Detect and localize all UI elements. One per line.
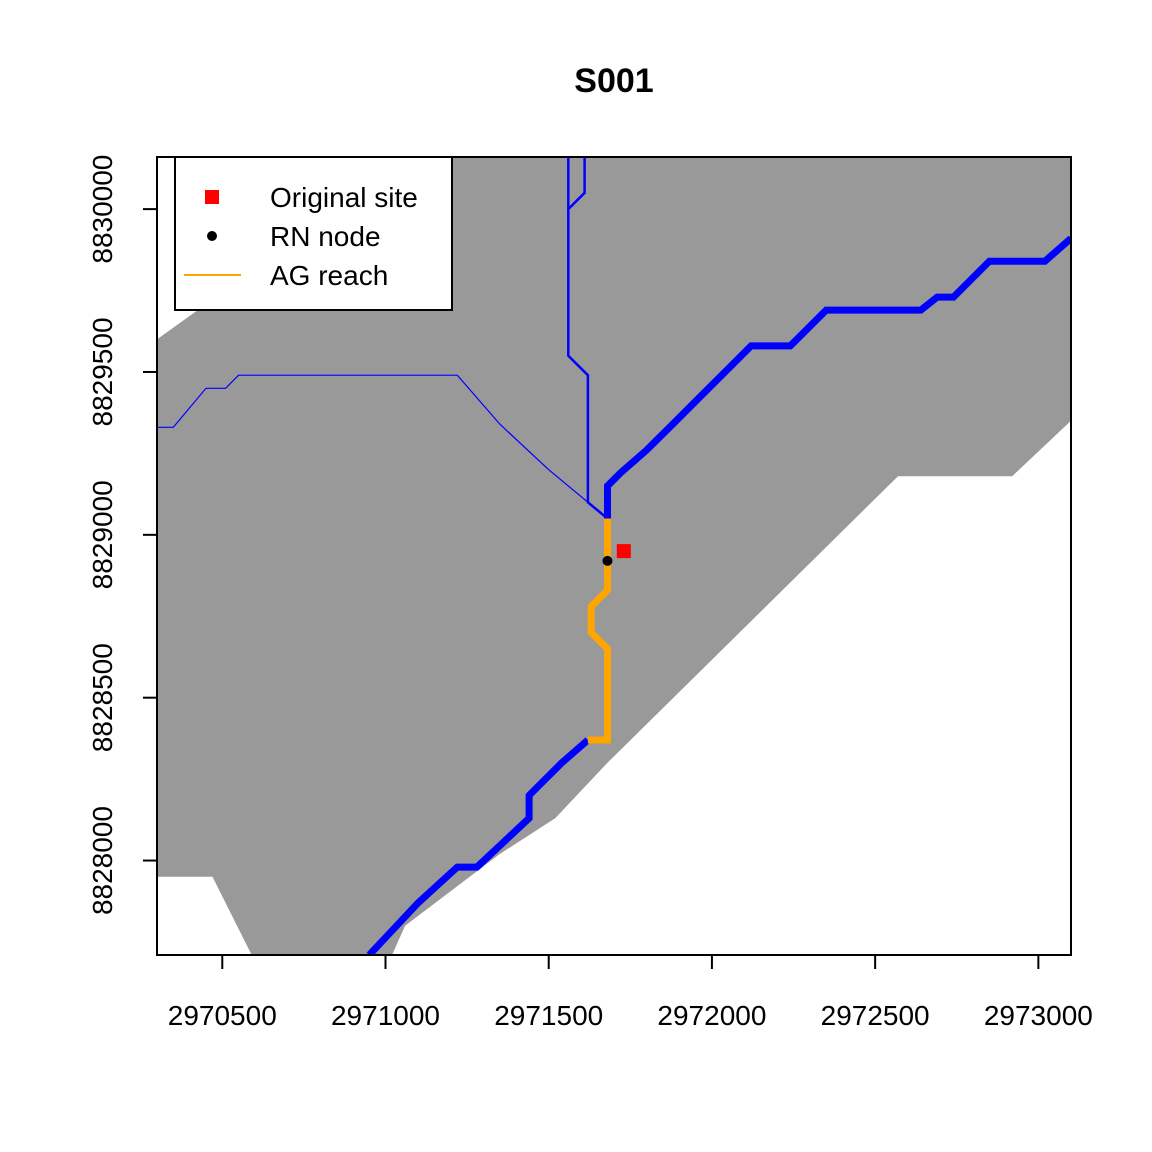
legend-label: RN node — [270, 221, 381, 252]
y-tick-label: 8828000 — [87, 806, 118, 915]
rn-node-marker — [602, 555, 613, 566]
river-segment-2 — [604, 235, 1071, 519]
ag-reach-line — [587, 518, 611, 744]
river-segment-1 — [366, 737, 591, 955]
map-title: S001 — [574, 62, 653, 100]
legend-box — [174, 156, 453, 311]
x-tick-label: 2971000 — [331, 1000, 440, 1031]
catchment-polygon — [157, 157, 1071, 955]
x-tick-label: 2972000 — [657, 1000, 766, 1031]
legend-dot-icon — [207, 231, 217, 241]
x-tick-label: 2971500 — [494, 1000, 603, 1031]
y-axis: 8828000 8828500 8829000 8829500 8830000 — [87, 155, 158, 915]
river-network — [157, 157, 1071, 955]
plot-area — [157, 157, 1071, 955]
legend-label: Original site — [270, 182, 418, 213]
x-axis: 2970500 2971000 2971500 2972000 2972500 29730… — [168, 954, 1093, 1031]
x-tick-label: 2972500 — [821, 1000, 930, 1031]
river-segment-5 — [157, 374, 608, 519]
x-tick-label: 2970500 — [168, 1000, 277, 1031]
legend-square-icon — [205, 190, 219, 204]
y-tick-label: 8829500 — [87, 317, 118, 426]
x-tick-label: 2973000 — [984, 1000, 1093, 1031]
y-tick-label: 8829000 — [87, 480, 118, 589]
legend-item-dot: RN node — [207, 221, 381, 252]
legend: Original site RN node AG reach — [174, 156, 453, 311]
y-tick-label: 8830000 — [87, 155, 118, 264]
original-site-marker — [616, 544, 631, 559]
legend-label: AG reach — [270, 260, 388, 291]
y-tick-label: 8828500 — [87, 643, 118, 752]
legend-item-line: AG reach — [184, 260, 388, 291]
legend-item-square: Original site — [205, 182, 418, 213]
